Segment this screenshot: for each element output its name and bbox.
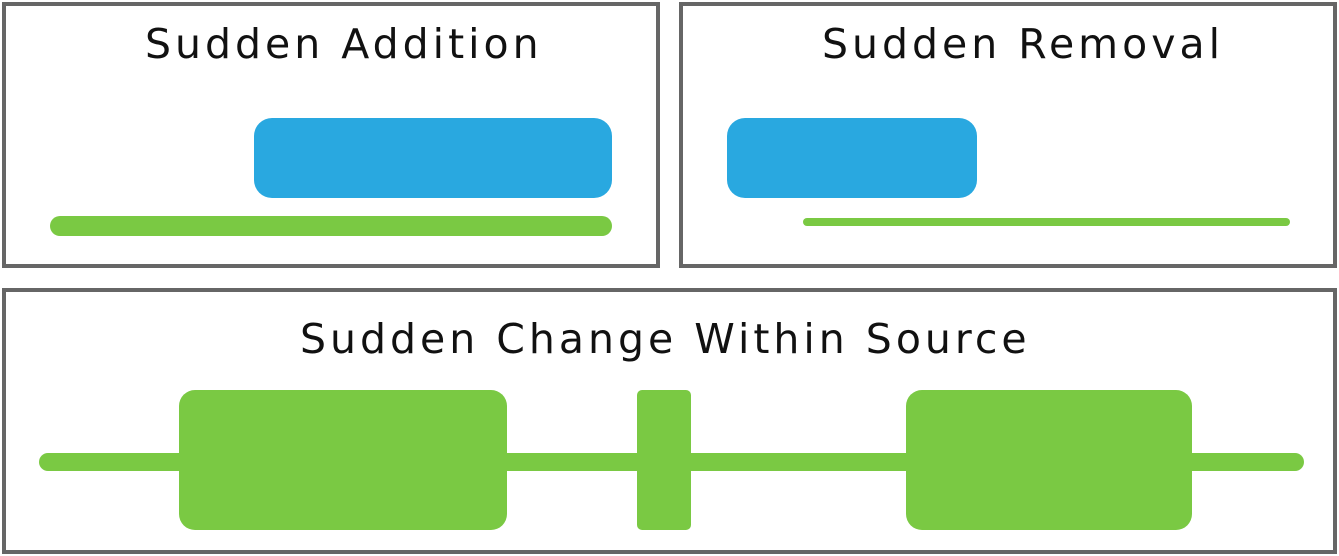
panel-sudden-removal: Sudden Removal: [679, 2, 1337, 268]
change-block-left: [179, 390, 507, 530]
panel-title: Sudden Change Within Source: [300, 315, 1031, 363]
panel-sudden-addition: Sudden Addition: [2, 2, 660, 268]
panel-title: Sudden Removal: [822, 20, 1224, 68]
panel-title: Sudden Addition: [145, 20, 543, 68]
source-line: [803, 218, 1290, 226]
change-block-right: [906, 390, 1192, 530]
panel-sudden-change-within-source: Sudden Change Within Source: [2, 288, 1337, 554]
source-line: [50, 216, 612, 236]
added-signal-block: [254, 118, 612, 198]
change-block-middle: [637, 390, 691, 530]
removed-signal-block: [727, 118, 977, 198]
